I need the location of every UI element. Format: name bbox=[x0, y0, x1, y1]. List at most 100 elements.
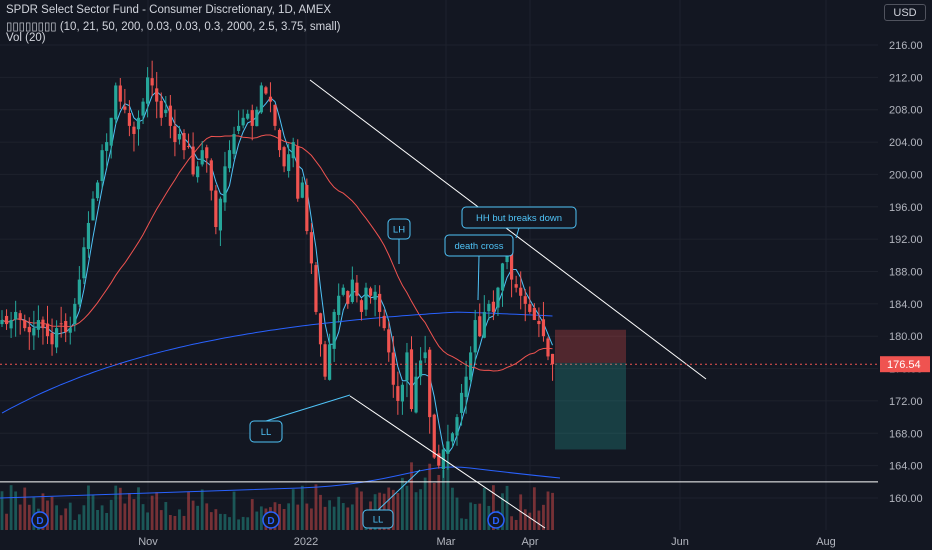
candle-body bbox=[200, 150, 204, 165]
volume-bar bbox=[141, 504, 145, 530]
candle-body bbox=[309, 232, 313, 264]
volume-bar bbox=[337, 496, 341, 530]
stop-loss-zone[interactable] bbox=[555, 329, 626, 363]
callout-box[interactable] bbox=[249, 420, 283, 443]
candle-body bbox=[469, 352, 473, 380]
descending-trendline[interactable] bbox=[309, 79, 707, 380]
annotation-callout[interactable]: LH bbox=[387, 218, 411, 264]
candle-body bbox=[400, 384, 404, 402]
price-axis-bg[interactable] bbox=[878, 0, 932, 550]
volume-bar bbox=[196, 505, 200, 530]
candle-body bbox=[118, 85, 122, 102]
annotation-callout[interactable]: death cross bbox=[444, 234, 514, 301]
volume-bar bbox=[519, 494, 523, 530]
x-tick-label: Jun bbox=[671, 536, 689, 548]
candle-body bbox=[209, 160, 213, 191]
callout-box[interactable] bbox=[362, 509, 394, 529]
candle-body bbox=[232, 133, 236, 154]
dividend-circle[interactable] bbox=[31, 511, 49, 529]
dividend-marker[interactable]: D bbox=[31, 511, 49, 529]
volume-legend[interactable]: Vol (20) bbox=[6, 32, 46, 44]
volume-bar bbox=[432, 482, 436, 530]
volume-bar bbox=[505, 485, 509, 530]
time-axis-bg[interactable] bbox=[0, 532, 932, 550]
volume-bar bbox=[428, 463, 432, 530]
x-tick-label: Mar bbox=[437, 536, 456, 548]
candle-body bbox=[246, 113, 250, 119]
annotation-callout[interactable]: LL bbox=[362, 469, 421, 529]
candle-body bbox=[273, 104, 277, 126]
volume-bar bbox=[164, 502, 168, 530]
volume-bar bbox=[310, 508, 313, 530]
y-tick-label: 204.00 bbox=[889, 137, 923, 149]
volume-bar bbox=[482, 487, 486, 530]
volume-bar bbox=[523, 509, 527, 530]
volume-bar bbox=[455, 497, 459, 530]
currency-button[interactable]: USD bbox=[884, 4, 926, 21]
volume-bar bbox=[250, 499, 254, 530]
candle-body bbox=[337, 295, 341, 315]
dividend-circle[interactable] bbox=[487, 511, 505, 529]
candle-body bbox=[64, 321, 68, 333]
dividend-marker[interactable]: D bbox=[262, 511, 280, 529]
volume-bar bbox=[191, 500, 195, 530]
candle-body bbox=[291, 142, 295, 159]
volume-bar bbox=[405, 485, 409, 530]
price-axis[interactable]: 216.00 212.00 208.00 204.00 200.00 196.00 192.… bbox=[878, 0, 932, 550]
candle-body bbox=[437, 453, 441, 466]
indicator-legend[interactable]: ▯▯▯▯▯▯▯▯ (10, 21, 50, 200, 0.03, 0.03, 0… bbox=[6, 21, 341, 33]
candle-body bbox=[314, 265, 318, 312]
candle-body bbox=[364, 287, 368, 310]
volume-bar bbox=[32, 497, 36, 530]
volume-bar bbox=[114, 485, 118, 530]
volume-bar bbox=[305, 503, 309, 530]
time-axis[interactable]: Nov 2022 Mar Apr Jun Aug bbox=[0, 532, 932, 550]
volume-bar bbox=[46, 500, 49, 530]
volume-bar bbox=[96, 510, 99, 530]
callout-box[interactable] bbox=[461, 206, 577, 229]
callout-box[interactable] bbox=[387, 218, 411, 240]
y-tick-label: 160.00 bbox=[889, 493, 923, 505]
annotation-callouts[interactable]: LH HH but breaks down death cross LL LL bbox=[249, 206, 577, 529]
volume-bar bbox=[41, 493, 45, 530]
callout-label: LH bbox=[393, 225, 405, 236]
candle-body bbox=[296, 146, 300, 199]
candle-body bbox=[537, 320, 541, 325]
callout-label: death cross bbox=[454, 241, 503, 252]
volume-bar bbox=[0, 491, 4, 530]
volume-bar bbox=[446, 461, 450, 530]
trend-drawings[interactable] bbox=[0, 79, 878, 529]
dividend-circle[interactable] bbox=[262, 511, 280, 529]
candle-body bbox=[464, 376, 468, 397]
volume-bar bbox=[168, 515, 172, 530]
lower-trendline[interactable] bbox=[349, 395, 546, 529]
volume-bar bbox=[291, 489, 295, 530]
callout-box[interactable] bbox=[444, 234, 514, 257]
ma-mid-line bbox=[1, 311, 553, 414]
volume-bar bbox=[59, 515, 63, 530]
candle-body bbox=[368, 288, 373, 296]
volume-bar bbox=[319, 494, 322, 530]
volume-bar bbox=[209, 512, 213, 530]
candle-body bbox=[86, 222, 91, 249]
candle-body bbox=[459, 392, 464, 413]
volume-bar bbox=[241, 516, 245, 530]
candle-body bbox=[487, 303, 491, 312]
candle-body bbox=[373, 291, 377, 300]
volume-bar bbox=[346, 507, 350, 530]
take-profit-zone[interactable] bbox=[555, 362, 626, 450]
y-tick-label: 172.00 bbox=[889, 396, 923, 408]
annotation-callout[interactable]: LL bbox=[249, 394, 351, 443]
volume-bar bbox=[173, 515, 177, 530]
candle-body bbox=[59, 323, 63, 325]
candle-body bbox=[305, 185, 309, 232]
candle-body bbox=[428, 349, 432, 418]
candle-body bbox=[473, 320, 477, 353]
dividend-marker[interactable]: D bbox=[487, 511, 505, 529]
candle-body bbox=[328, 344, 332, 380]
volume-bar bbox=[300, 485, 304, 530]
annotation-callout[interactable]: HH but breaks down bbox=[461, 206, 577, 239]
candle-body bbox=[241, 117, 245, 126]
